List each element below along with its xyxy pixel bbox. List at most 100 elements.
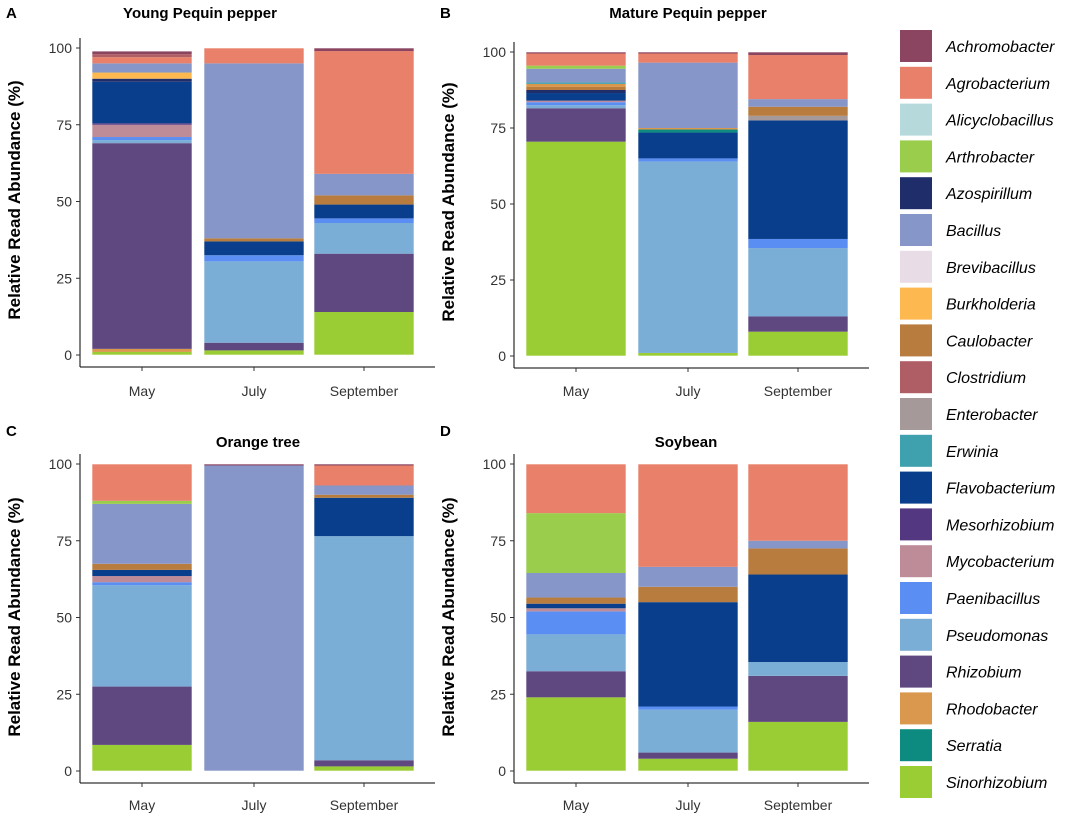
y-tick-label: 0 <box>498 763 506 779</box>
legend-swatch <box>900 103 932 136</box>
bar-segment-bacillus <box>638 566 738 587</box>
legend-item-paenibacillus: Paenibacillus <box>900 582 1040 614</box>
y-tick-label: 100 <box>49 456 73 472</box>
legend-item-flavobacterium: Flavobacterium <box>900 471 1055 504</box>
bar-segment-paenibacillus <box>526 102 626 106</box>
bar-segment-mycobacterium <box>92 124 192 138</box>
bar-segment-rhodobacter <box>526 83 626 87</box>
y-tick-label: 100 <box>483 44 507 60</box>
bar-stack-september <box>313 463 415 772</box>
legend-item-arthrobacter: Arthrobacter <box>900 140 1035 173</box>
bar-outline <box>637 51 739 357</box>
bar-outline <box>91 463 193 772</box>
y-tick-label: 25 <box>56 270 72 286</box>
bar-stack-september <box>747 51 849 357</box>
y-tick-label: 75 <box>56 533 72 549</box>
bar-segment-azospirillum <box>92 78 192 82</box>
bar-segment-sinorhizobium <box>638 758 738 771</box>
legend-item-bacillus: Bacillus <box>900 214 1001 246</box>
y-tick-label: 50 <box>490 196 506 212</box>
legend-label: Serratia <box>946 738 1002 755</box>
bar-segment-paenibacillus <box>314 218 414 223</box>
bar-segment-rhizobium <box>92 143 192 349</box>
bar-segment-bacillus <box>314 485 414 495</box>
bar-outline <box>203 463 305 772</box>
legend-label: Pseudomonas <box>946 628 1048 645</box>
legend-item-brevibacillus: Brevibacillus <box>900 250 1036 283</box>
bar-segment-flavobacterium <box>314 204 414 219</box>
y-tick-label: 50 <box>56 610 72 626</box>
panel-c: C Orange tree Relative Read Abundance (%) 0… <box>5 423 435 813</box>
bar-segment-achromobacter <box>314 48 414 52</box>
bar-segment-paenibacillus <box>92 582 192 586</box>
bar-outline <box>313 47 415 356</box>
y-axis-label: Relative Read Abundance (%) <box>439 497 458 736</box>
legend-label: Flavobacterium <box>946 481 1055 498</box>
legend-item-pseudomonas: Pseudomonas <box>900 618 1048 651</box>
legend-label: Paenibacillus <box>946 591 1040 608</box>
legend-item-clostridium: Clostridium <box>900 361 1026 394</box>
bar-segment-sinorhizobium <box>748 721 848 771</box>
bar-segment-rhizobium <box>638 752 738 759</box>
legend-swatch <box>900 66 932 99</box>
legend-swatch <box>900 398 932 430</box>
bar-segment-flavobacterium <box>92 569 192 577</box>
bar-segment-agrobacterium <box>314 465 414 486</box>
bar-segment-mycobacterium <box>526 608 626 612</box>
bar-segment-sinorhizobium <box>748 331 848 356</box>
bar-segment-sinorhizobium <box>92 744 192 771</box>
bar-segment-arthrobacter <box>92 500 192 504</box>
legend-label: Agrobacterium <box>945 76 1050 93</box>
bar-segment-flavobacterium <box>748 574 848 663</box>
bar-segment-agrobacterium <box>526 53 626 66</box>
x-tick-label: September <box>330 383 399 399</box>
bar-segment-agrobacterium <box>92 464 192 501</box>
legend-item-sinorhizobium: Sinorhizobium <box>900 766 1047 798</box>
bar-stack-july <box>637 51 739 357</box>
x-tick-label: September <box>764 383 833 399</box>
bar-segment-pseudomonas <box>314 222 414 254</box>
y-tick-label: 50 <box>490 610 506 626</box>
bar-outline <box>203 47 305 356</box>
legend-label: Caulobacter <box>946 333 1033 350</box>
bar-segment-flavobacterium <box>748 120 848 239</box>
bar-outline <box>637 463 739 772</box>
legend-swatch <box>900 361 932 394</box>
legend-label: Rhizobium <box>946 665 1022 682</box>
bar-segment-pseudomonas <box>92 140 192 144</box>
bar-segment-mycobacterium <box>526 100 626 103</box>
legend-item-agrobacterium: Agrobacterium <box>900 66 1050 99</box>
x-tick-label: July <box>676 797 701 813</box>
bar-outline <box>313 463 415 772</box>
bar-outline <box>747 463 849 772</box>
bar-segment-sinorhizobium <box>314 312 414 355</box>
legend-label: Clostridium <box>946 370 1026 387</box>
bar-segment-serratia <box>638 129 738 133</box>
x-tick-label: July <box>676 383 701 399</box>
bar-segment-achromobacter <box>92 51 192 55</box>
y-tick-label: 25 <box>490 686 506 702</box>
legend-item-azospirillum: Azospirillum <box>900 177 1032 210</box>
legend-item-serratia: Serratia <box>900 729 1002 762</box>
bar-outline <box>525 51 627 357</box>
bar-segment-sinorhizobium <box>526 141 626 356</box>
bar-segment-caulobacter <box>314 494 414 498</box>
bar-segment-bacillus <box>92 63 192 73</box>
legend-item-rhodobacter: Rhodobacter <box>900 692 1038 725</box>
legend-item-enterobacter: Enterobacter <box>900 398 1038 430</box>
bar-segment-bacillus <box>314 173 414 196</box>
bar-segment-flavobacterium <box>638 132 738 159</box>
legend-swatch <box>900 324 932 357</box>
legend-item-erwinia: Erwinia <box>900 434 999 467</box>
legend-item-achromobacter: Achromobacter <box>900 30 1055 62</box>
legend-swatch <box>900 250 932 283</box>
bar-segment-flavobacterium <box>314 497 414 537</box>
bar-segment-rhizobium <box>748 675 848 722</box>
bar-segment-caulobacter <box>748 548 848 575</box>
bar-stack-september <box>313 47 415 356</box>
bar-segment-pseudomonas <box>526 634 626 672</box>
panel-title: Orange tree <box>216 434 300 451</box>
legend-item-alicyclobacillus: Alicyclobacillus <box>900 103 1054 136</box>
legend-swatch <box>900 766 932 798</box>
